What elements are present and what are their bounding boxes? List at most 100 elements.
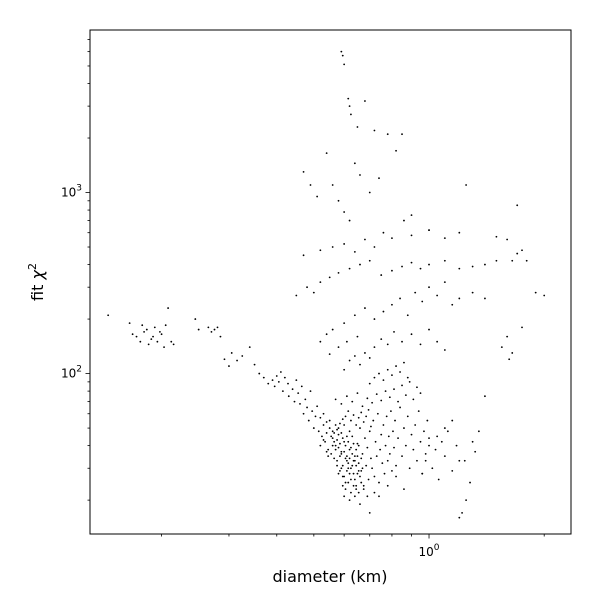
data-point [375, 455, 378, 458]
data-point [412, 398, 415, 401]
data-point [404, 394, 407, 397]
data-point [463, 459, 466, 462]
data-point [419, 440, 422, 443]
data-point [281, 390, 284, 393]
data-point [436, 435, 439, 438]
y-tick-label: 102 [61, 365, 82, 381]
data-point [319, 340, 322, 343]
data-point [451, 303, 454, 306]
data-point [341, 418, 344, 421]
data-point [458, 231, 461, 234]
data-point [471, 440, 474, 443]
data-point [348, 267, 351, 270]
data-point [348, 472, 351, 475]
data-point [543, 294, 546, 297]
data-point [350, 491, 352, 494]
data-point [337, 433, 340, 436]
data-point [348, 457, 351, 460]
data-point [367, 478, 370, 481]
data-point [283, 376, 286, 379]
data-point [375, 393, 378, 396]
data-point [401, 455, 403, 458]
data-point [401, 340, 403, 343]
data-point [348, 359, 351, 362]
data-point [431, 467, 434, 470]
data-point [347, 462, 350, 465]
data-point [388, 453, 391, 455]
data-point [391, 237, 393, 240]
data-point [404, 444, 407, 447]
data-point [145, 328, 148, 331]
data-point [331, 430, 334, 433]
data-point [262, 376, 265, 379]
data-point [451, 419, 454, 422]
data-point [337, 346, 340, 349]
data-point [356, 442, 359, 445]
data-point [228, 365, 230, 367]
data-point [443, 455, 446, 458]
data-point [343, 424, 346, 426]
data-point [423, 430, 425, 433]
data-point [334, 424, 337, 426]
data-point [336, 428, 338, 431]
data-point [160, 333, 163, 336]
data-point [391, 374, 393, 377]
data-point [197, 328, 200, 331]
data-point [355, 464, 358, 467]
data-point [365, 464, 368, 467]
data-point [357, 470, 360, 472]
data-point [372, 419, 375, 422]
data-point [359, 503, 361, 506]
data-point [150, 338, 153, 341]
data-point [361, 467, 364, 470]
data-point [311, 410, 314, 413]
data-point [273, 385, 276, 388]
data-point [469, 481, 471, 484]
data-point [355, 488, 358, 491]
data-point [380, 433, 383, 436]
data-point [159, 330, 161, 333]
data-point [322, 412, 325, 415]
data-point [194, 318, 197, 320]
data-point [302, 412, 305, 415]
x-tick-label: 100 [419, 543, 440, 559]
data-point [391, 470, 393, 472]
data-point [322, 424, 325, 426]
data-point [309, 390, 312, 393]
data-point [385, 415, 388, 418]
data-point [163, 346, 165, 349]
data-point [360, 470, 363, 472]
data-point [337, 472, 340, 475]
data-point [419, 267, 422, 270]
data-point [484, 297, 486, 300]
data-point [412, 448, 415, 451]
data-point [345, 470, 348, 472]
data-point [366, 446, 369, 449]
data-point [458, 297, 461, 300]
data-point [434, 448, 437, 451]
data-point [371, 401, 374, 404]
data-point [484, 395, 486, 398]
data-point [378, 372, 380, 375]
data-point [348, 219, 351, 222]
data-point [248, 346, 251, 349]
y-axis-label-prefix: fit [28, 280, 47, 301]
data-point [516, 204, 519, 207]
data-point [380, 274, 383, 276]
data-point [382, 231, 385, 234]
data-point [368, 512, 371, 514]
data-point [291, 388, 294, 391]
data-point [477, 430, 480, 433]
data-point [500, 346, 503, 349]
data-point [534, 291, 537, 294]
data-point [340, 50, 343, 53]
data-point [370, 457, 372, 460]
data-point [267, 382, 270, 385]
data-point [406, 314, 409, 317]
data-point [357, 444, 360, 447]
data-point [419, 343, 422, 346]
data-point [107, 314, 110, 317]
data-point [370, 425, 372, 428]
data-point [356, 126, 359, 128]
data-point [403, 219, 405, 222]
